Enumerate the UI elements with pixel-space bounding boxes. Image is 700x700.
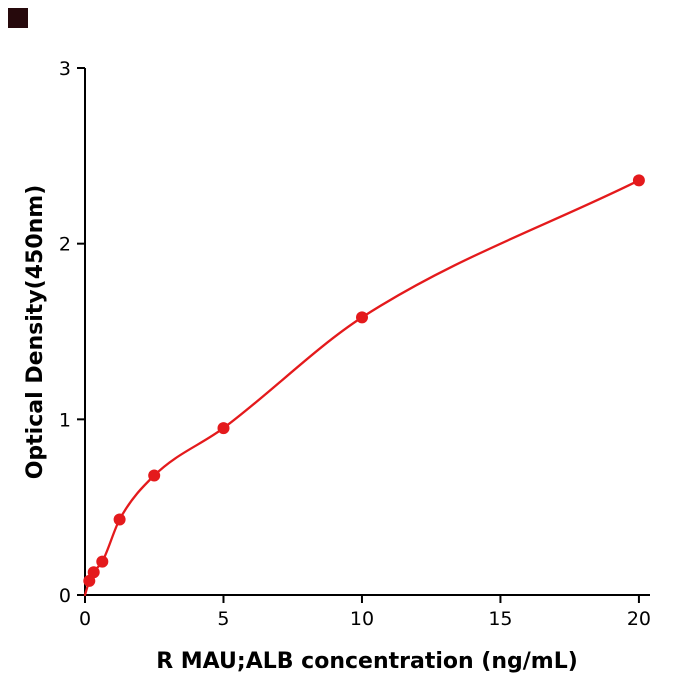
y-tick-label: 2 [59,234,71,256]
data-point [632,174,645,187]
data-point [87,566,100,579]
data-point [148,469,161,482]
data-point [113,513,126,526]
data-point [217,422,230,435]
x-tick-label: 5 [217,608,229,630]
data-point [356,311,368,324]
y-axis-label: Optical Density(450nm) [23,185,48,480]
y-tick-label: 3 [59,58,71,80]
data-point [96,555,109,568]
corner-logo-mark [8,8,28,28]
x-tick-label: 20 [627,608,651,630]
x-tick-label: 0 [79,608,91,630]
fit-curve [83,179,641,597]
y-tick-label: 0 [59,585,71,607]
y-tick-label: 1 [59,409,71,431]
x-tick-label: 10 [350,608,374,630]
plot-area: 0 5 10 15 20 0 1 2 3 [59,58,651,630]
x-tick-label: 15 [488,608,512,630]
x-axis-label: R MAU;ALB concentration (ng/mL) [156,649,578,674]
